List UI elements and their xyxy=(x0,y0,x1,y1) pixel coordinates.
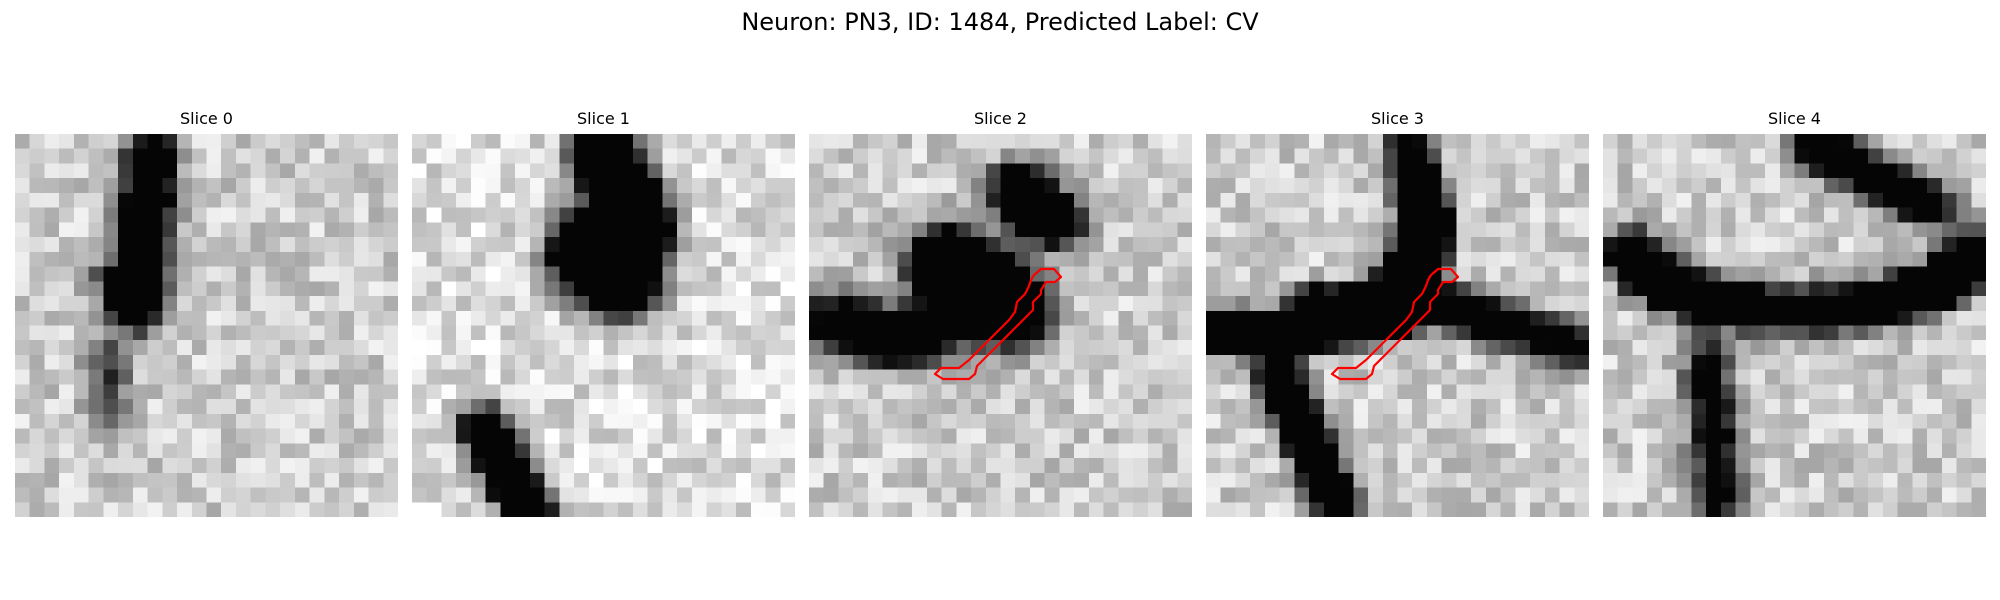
slice-panel-3: Slice 3 xyxy=(1206,108,1589,517)
slice-panel-4: Slice 4 xyxy=(1603,108,1986,517)
slice-image-1 xyxy=(412,134,795,517)
slice-title-2: Slice 2 xyxy=(974,109,1027,128)
slice-title-3: Slice 3 xyxy=(1371,109,1424,128)
slice-panel-1: Slice 1 xyxy=(412,108,795,517)
slice-panel-2: Slice 2 xyxy=(809,108,1192,517)
slice-image-4 xyxy=(1603,134,1986,517)
slice-image-3 xyxy=(1206,134,1589,517)
slice-title-4: Slice 4 xyxy=(1768,109,1821,128)
slice-title-1: Slice 1 xyxy=(577,109,630,128)
segmentation-outline xyxy=(933,267,1063,381)
slice-title-0: Slice 0 xyxy=(180,109,233,128)
slice-image-0 xyxy=(15,134,398,517)
slice-image-2 xyxy=(809,134,1192,517)
slice-panel-0: Slice 0 xyxy=(15,108,398,517)
figure-title: Neuron: PN3, ID: 1484, Predicted Label: … xyxy=(741,8,1259,36)
segmentation-outline xyxy=(1330,267,1460,381)
